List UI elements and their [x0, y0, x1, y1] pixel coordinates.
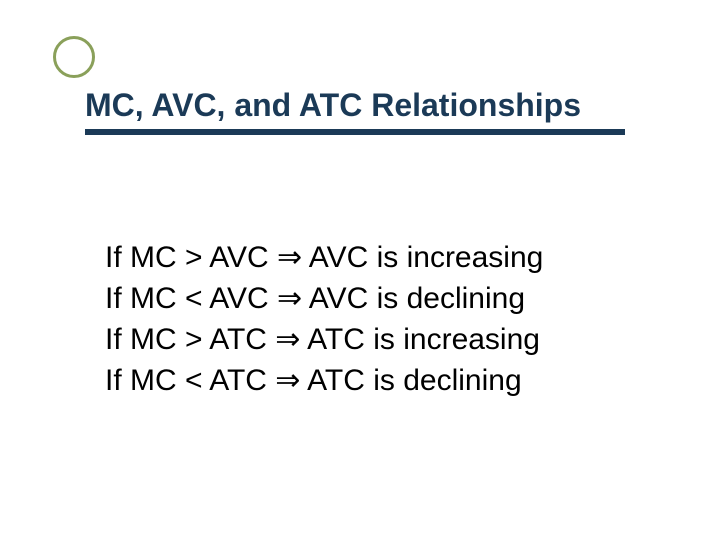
body-line: If MC < AVC ⇒ AVC is declining — [105, 281, 543, 316]
accent-bullet — [53, 36, 95, 78]
title-block: MC, AVC, and ATC Relationships — [85, 88, 625, 135]
body-line: If MC > ATC ⇒ ATC is increasing — [105, 322, 543, 357]
body-block: If MC > AVC ⇒ AVC is increasing If MC < … — [105, 240, 543, 398]
body-line: If MC < ATC ⇒ ATC is declining — [105, 363, 543, 398]
slide-title: MC, AVC, and ATC Relationships — [85, 88, 625, 123]
body-line: If MC > AVC ⇒ AVC is increasing — [105, 240, 543, 275]
slide: MC, AVC, and ATC Relationships If MC > A… — [0, 0, 720, 540]
title-underline — [85, 129, 625, 135]
